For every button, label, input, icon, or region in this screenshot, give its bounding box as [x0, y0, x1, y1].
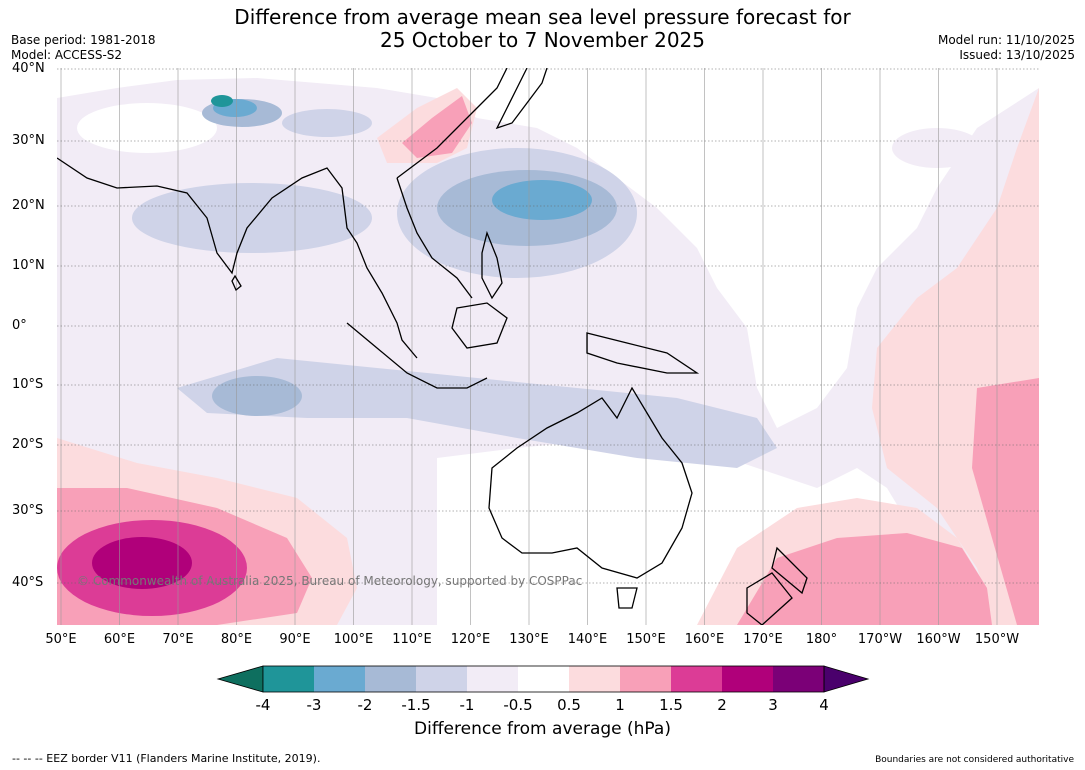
negative-zone-south-indian-core: [212, 376, 302, 416]
coast-japan: [495, 68, 548, 130]
title-line-1: Difference from average mean sea level p…: [234, 5, 851, 29]
longitude-label: 150°E: [626, 632, 666, 647]
longitude-label: 100°E: [333, 632, 374, 647]
neutral-zone-india-north: [77, 103, 217, 153]
positive-zone-east-pacific-strong: [972, 378, 1039, 625]
coast-australia: [488, 386, 693, 579]
boundaries-note: Boundaries are not considered authoritat…: [875, 755, 1074, 765]
colorbar-tick-label: 1.5: [659, 696, 683, 714]
colorbar-swatch: [569, 666, 620, 692]
model-name: Model: ACCESS-S2: [11, 48, 123, 62]
latitude-label: 0°: [12, 318, 27, 333]
meridians: [60, 68, 998, 625]
positive-zone-south-indian-core: [92, 537, 192, 589]
map-panel: [57, 68, 1039, 625]
colorbar-label: Difference from average (hPa): [414, 719, 671, 739]
colorbar-tick-label: -1: [459, 696, 475, 714]
latitude-label: 30°S: [12, 503, 44, 518]
colorbar-extend-low: [216, 665, 264, 693]
model-run: Model run: 11/10/2025: [937, 33, 1075, 47]
eez-legend: -- -- -- EEZ border V11 (Flanders Marine…: [12, 752, 321, 765]
issued-date: Issued: 13/10/2025: [959, 48, 1075, 62]
positive-zone-east-asia-core: [402, 96, 472, 158]
meta-left: Base period: 1981-2018 Model: ACCESS-S2: [11, 33, 156, 63]
colorbar-swatch: [365, 666, 416, 692]
negative-zone-philippines-strong: [492, 180, 592, 220]
latitude-label: 20°S: [12, 437, 44, 452]
colorbar-swatch: [416, 666, 467, 692]
longitude-label: 180°: [805, 632, 838, 647]
colorbar-tick-label: -1.5: [401, 696, 431, 714]
longitude-label: 80°E: [220, 632, 253, 647]
longitude-label: 160°W: [916, 632, 961, 647]
colorbar-extend-high: [823, 665, 870, 693]
colorbar-tick-label: 2: [717, 696, 727, 714]
colorbar-swatch: [722, 666, 773, 692]
colorbar-swatch: [518, 666, 569, 692]
negative-zone-india: [132, 183, 372, 253]
colorbar-swatch: [467, 666, 518, 692]
colorbar-swatch: [314, 666, 365, 692]
parallels: [57, 68, 1039, 584]
longitude-label: 70°E: [162, 632, 194, 647]
negative-zone-himalaya-core: [211, 95, 233, 107]
title-line-2: 25 October to 7 November 2025: [379, 28, 706, 52]
colorbar-tick-label: -3: [306, 696, 322, 714]
longitude-label: 170°W: [857, 632, 903, 647]
coast-new-guinea: [586, 332, 700, 374]
colorbar-tick-label: 0.5: [557, 696, 581, 714]
coast-nz-south: [746, 572, 793, 625]
colorbar-tick-label: -0.5: [503, 696, 533, 714]
negative-zone-maritime: [177, 358, 777, 468]
base-period: Base period: 1981-2018: [11, 33, 156, 47]
longitude-label: 90°E: [279, 632, 311, 647]
coast-south-asia: [57, 157, 418, 359]
colorbar-swatch: [263, 666, 314, 692]
colorbar-swatch: [671, 666, 722, 692]
anomaly-map: [57, 68, 1039, 625]
coast-nz-north: [771, 546, 808, 595]
coast-china: [396, 68, 508, 179]
latitude-label: 30°N: [12, 133, 45, 148]
colorbar-tick-label: -4: [255, 696, 271, 714]
latitude-label: 40°N: [12, 61, 45, 76]
positive-zone-new-zealand: [737, 533, 992, 625]
coast-tasmania: [616, 587, 638, 609]
colorbar-tick-label: 4: [819, 696, 829, 714]
longitude-label: 170°E: [743, 632, 783, 647]
meta-right: Model run: 11/10/2025 Issued: 13/10/2025: [938, 33, 1075, 63]
colorbar-swatch: [620, 666, 671, 692]
latitude-label: 20°N: [12, 198, 45, 213]
coastlines: [57, 68, 808, 625]
latitude-label: 10°S: [12, 377, 44, 392]
negative-zone-north-pacific-patch: [892, 128, 982, 168]
colorbar-swatch: [773, 666, 824, 692]
longitude-label: 130°E: [509, 632, 549, 647]
longitude-label: 150°W: [974, 632, 1020, 647]
colorbar-tick-label: 1: [615, 696, 625, 714]
colorbar-tick-label: 3: [768, 696, 778, 714]
coast-sumatra-java: [346, 322, 488, 389]
longitude-label: 60°E: [103, 632, 136, 647]
coast-sri-lanka: [231, 274, 242, 292]
latitude-label: 10°N: [12, 258, 45, 273]
longitude-label: 120°E: [450, 632, 491, 647]
neutral-zone-north: [57, 68, 1039, 428]
longitude-label: 110°E: [392, 632, 432, 647]
colorbar-tick-label: -2: [357, 696, 373, 714]
longitude-label: 50°E: [45, 632, 77, 647]
longitude-label: 140°E: [567, 632, 608, 647]
negative-zone-himalaya: [282, 109, 372, 137]
longitude-label: 160°E: [684, 632, 725, 647]
coast-philippines: [481, 230, 503, 300]
colorbar-outline: [262, 665, 825, 693]
coast-borneo: [451, 302, 508, 349]
watermark: © Commonwealth of Australia 2025, Bureau…: [77, 574, 583, 588]
coast-indochina: [396, 177, 473, 299]
latitude-label: 40°S: [12, 575, 44, 590]
